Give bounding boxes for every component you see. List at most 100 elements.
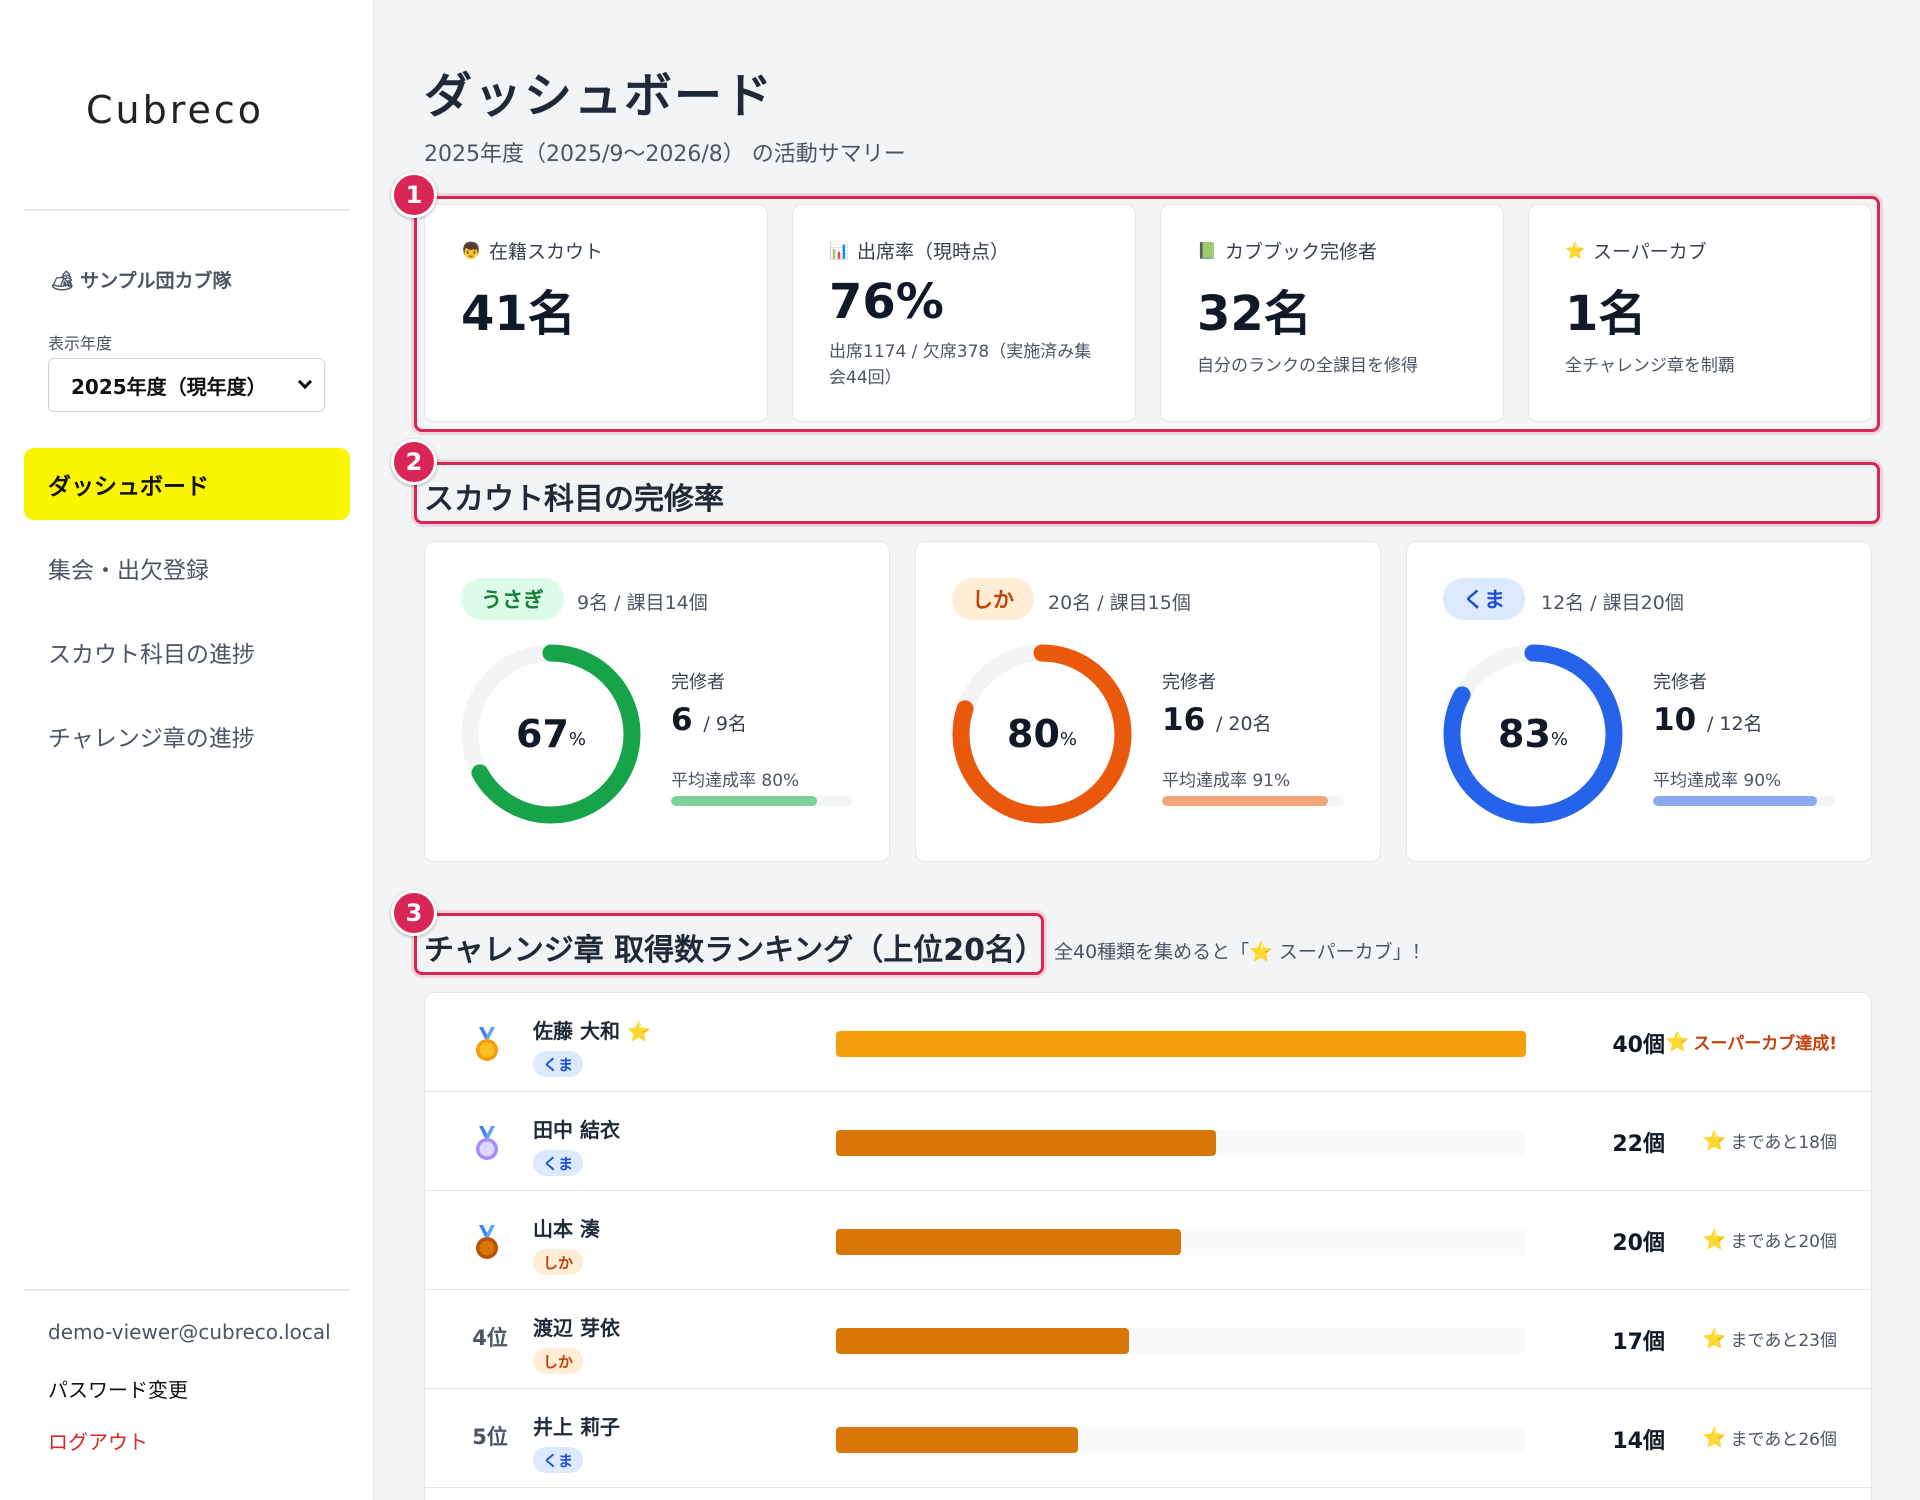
avg-label: 平均達成率 91% [1162,771,1291,791]
stat-value: 32名 [1197,286,1312,342]
stat-card-attendance: 📊 出席率（現時点） 76% 出席1174 / 欠席378（実施済み集会44回） [792,204,1136,422]
year-select[interactable]: 2025年度（現年度） [48,358,325,412]
rank-pill: うさぎ [461,578,564,620]
bronze-medal-icon [476,1225,498,1259]
stat-note: 出席1174 / 欠席378（実施済み集会44回） [829,342,1092,388]
stat-label: 在籍スカウト [489,241,604,263]
nav-meetings-attendance[interactable]: 集会・出欠登録 [48,558,209,584]
badge-count-bar-fill [836,1427,1078,1453]
badge-count-bar [836,1229,1526,1255]
badge-count: 20個 [1612,1231,1665,1256]
badge-count-bar [836,1427,1526,1453]
year-select-value: 2025年度（現年度） [71,374,267,399]
sidebar: Cubreco 🏕 サンプル団カブ隊 表示年度 2025年度（現年度） ダッシュボ… [0,0,374,1500]
nav-subject-progress[interactable]: スカウト科目の進捗 [48,642,255,668]
rank-info: 20名 / 課目15個 [1048,592,1191,614]
supercub-status-text: まであと20個 [1730,1232,1837,1252]
completers-count: 6 / 9名 [671,702,747,738]
completers-count: 10 / 12名 [1653,702,1763,738]
donut-arc [1443,644,1623,824]
avg-label: 平均達成率 90% [1653,771,1782,791]
scout-name: 田中 結衣 [533,1114,620,1143]
silver-medal-icon [476,1126,498,1160]
badge-count-bar-fill [836,1031,1526,1057]
percent-sign: % [1550,728,1568,750]
stat-value: 41名 [461,286,576,342]
star-icon: ⭐ [1665,1031,1690,1053]
user-email: demo-viewer@cubreco.local [48,1320,331,1344]
completers-label: 完修者 [1162,672,1216,693]
supercub-status: ⭐ まであと18個 [1703,1128,1837,1153]
scout-name-text: 井上 莉子 [533,1415,620,1439]
year-label: 表示年度 [48,334,113,353]
supercub-status: ⭐ まであと23個 [1703,1326,1837,1351]
supercub-status-text: まであと18個 [1730,1133,1837,1153]
nav-dashboard[interactable]: ダッシュボード [24,448,350,520]
stat-value: 1名 [1565,286,1647,342]
rank-card-shika: しか 20名 / 課目15個 80% 完修者 16 / 20名 平均達成率 91… [915,541,1381,862]
rank-position: 4位 [472,1326,508,1350]
supercub-status: ⭐ まであと26個 [1703,1425,1837,1450]
ranking-row: 佐藤 大和 ⭐ くま 40個 ⭐ スーパーカブ達成! [425,993,1871,1092]
rank-card-kuma: くま 12名 / 課目20個 83% 完修者 10 / 12名 平均達成率 90… [1406,541,1872,862]
password-change-link[interactable]: パスワード変更 [48,1378,188,1402]
callout-badge-3: 3 [391,890,437,936]
callout-badge-2: 2 [391,439,437,485]
stat-value: 76% [829,274,944,330]
green-book-icon: 📗 [1197,240,1217,260]
boy-icon: 👦 [461,240,481,260]
star-icon: ⭐ [1565,240,1585,260]
rank-info: 9名 / 課目14個 [577,592,708,614]
rank-tag: くま [533,1150,584,1176]
troop-name: 🏕 サンプル団カブ隊 [50,266,232,293]
rank-pill: しか [952,578,1034,620]
rank-card-usagi: うさぎ 9名 / 課目14個 67% 完修者 6 / 9名 平均達成率 80% [424,541,890,862]
donut-percent: 80 [1007,712,1060,756]
star-icon: ⭐ [1702,1328,1727,1350]
ranking-row: 5位 井上 莉子 くま 14個 ⭐ まであと26個 [425,1389,1871,1488]
stat-label: 出席率（現時点） [857,241,1010,263]
completers-total: / 12名 [1706,713,1763,735]
scout-name-text: 渡辺 芽依 [533,1316,620,1340]
supercub-status-text: スーパーカブ達成! [1693,1034,1837,1054]
stat-note: 自分のランクの全課目を修得 [1197,356,1418,376]
scout-name-text: 佐藤 大和 [533,1019,620,1043]
rank-tag: しか [533,1348,584,1374]
avg-progress [1653,796,1835,806]
sidebar-divider [24,209,350,211]
avg-progress-fill [671,796,817,806]
stat-label: スーパーカブ [1593,241,1707,263]
scout-name-text: 山本 湊 [533,1217,600,1241]
badge-count: 40個 [1612,1033,1665,1058]
stat-note: 全チャレンジ章を制覇 [1565,356,1735,376]
scout-name: 佐藤 大和 ⭐ [533,1015,651,1044]
completers-total: / 9名 [703,713,747,735]
badge-count: 17個 [1612,1330,1665,1355]
star-icon: ⭐ [626,1021,651,1043]
donut-percent: 83 [1498,712,1551,756]
chevron-down-icon [297,374,313,390]
completion-donut [461,644,641,824]
gold-medal-icon [476,1027,498,1061]
badge-count-bar-fill [836,1229,1181,1255]
logout-link[interactable]: ログアウト [48,1430,148,1454]
scout-name-text: 田中 結衣 [533,1118,620,1142]
percent-sign: % [1059,728,1077,750]
ranking-row: 4位 渡辺 芽依しか 17個 ⭐ まであと23個 [425,1290,1871,1389]
completers-count: 16 / 20名 [1162,702,1272,738]
app-logo[interactable]: Cubreco [86,88,265,132]
ranking-row: 山本 湊しか 20個 ⭐ まであと20個 [425,1191,1871,1290]
stat-card-cubbook: 📗 カブブック完修者 32名 自分のランクの全課目を修得 [1160,204,1504,422]
completion-donut [1443,644,1623,824]
ranking-row: 田中 結衣くま 22個 ⭐ まであと18個 [425,1092,1871,1191]
avg-progress [671,796,853,806]
nav-challenge-progress[interactable]: チャレンジ章の進捗 [48,726,255,752]
page-title: ダッシュボード [424,68,775,124]
callout-badge-1: 1 [391,172,437,218]
rank-info: 12名 / 課目20個 [1541,592,1684,614]
completers-label: 完修者 [1653,672,1707,693]
badge-count: 22個 [1612,1132,1665,1157]
scout-name: 渡辺 芽依 [533,1312,620,1341]
supercub-status: ⭐ スーパーカブ達成! [1666,1029,1837,1054]
badge-count: 14個 [1612,1429,1665,1454]
